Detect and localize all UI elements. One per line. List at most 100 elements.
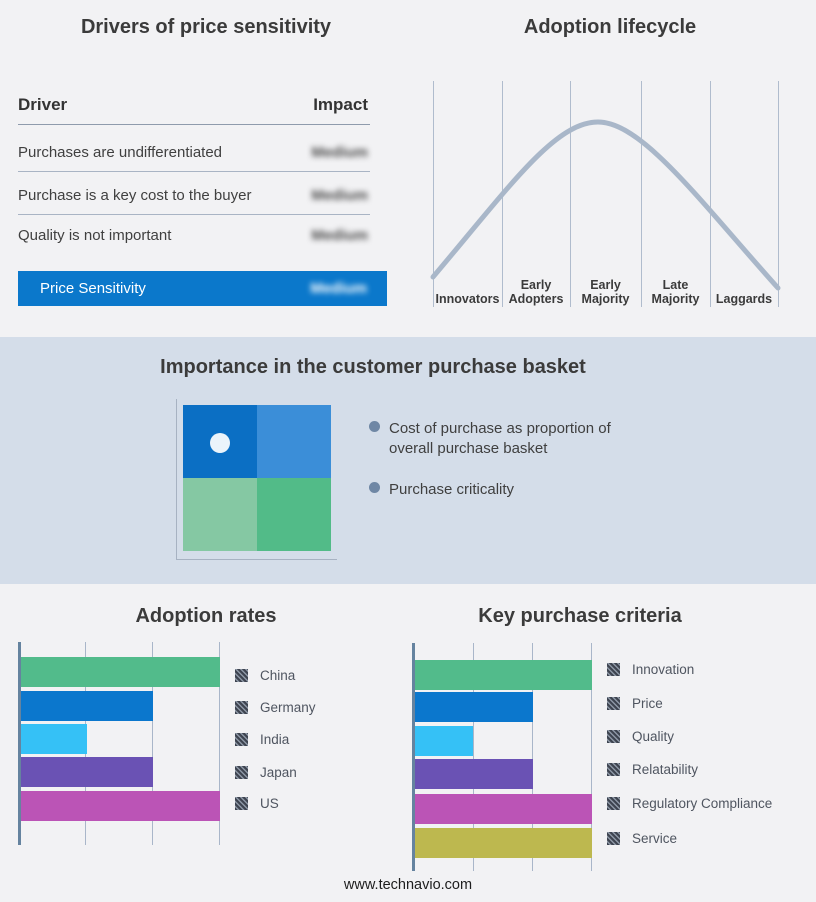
adoption-rates-chart <box>18 642 220 845</box>
legend-item-relatability: Relatability <box>607 761 699 777</box>
driver-cell: Quality is not important <box>18 227 172 244</box>
stage-gridline <box>570 81 571 307</box>
bar-india <box>20 724 87 754</box>
driver-column-header: Driver <box>18 95 68 114</box>
hatch-swatch-icon <box>607 696 620 710</box>
driver-cell: Purchase is a key cost to the buyer <box>18 187 252 204</box>
driver-cell: Purchases are undifferentiated <box>18 144 223 161</box>
stage-label-late-majority: Late Majority <box>651 277 700 307</box>
y-axis <box>412 643 415 871</box>
table-row: Quality is not important Medium <box>18 227 368 244</box>
legend-item-china: China <box>235 667 296 683</box>
key-purchase-criteria-title: Key purchase criteria <box>478 605 682 627</box>
basket-panel-title: Importance in the customer purchase bask… <box>160 356 586 378</box>
stage-label-laggards: Laggards <box>715 292 773 307</box>
stage-label-innovators: Innovators <box>435 292 500 307</box>
adoption-rates-title: Adoption rates <box>135 605 277 627</box>
legend-item-regulatory-compliance: Regulatory Compliance <box>607 795 773 811</box>
legend-label: India <box>260 731 290 747</box>
legend-item-germany: Germany <box>235 699 316 715</box>
gridline <box>591 643 592 871</box>
bar-innovation <box>414 660 592 690</box>
hatch-swatch-icon <box>235 796 248 810</box>
legend-label: Service <box>632 830 678 846</box>
stage-label-early-majority: Early Majority <box>581 277 630 307</box>
gridline <box>152 642 153 845</box>
bell-curve <box>430 119 781 291</box>
table-row: Purchases are undifferentiated Medium <box>18 144 368 161</box>
stage-gridline <box>778 81 779 307</box>
legend-item-service: Service <box>607 830 678 846</box>
legend-item-quality: Quality <box>607 728 675 744</box>
legend-label: Regulatory Compliance <box>632 795 773 811</box>
bar-price <box>414 692 533 722</box>
position-marker-dot <box>210 433 230 453</box>
lifecycle-chart: Innovators Early Adopters Early Majority… <box>410 81 816 307</box>
bar-japan <box>20 757 154 787</box>
bar-service <box>414 828 592 858</box>
legend-item-innovation: Innovation <box>607 661 695 677</box>
bar-china <box>20 657 220 687</box>
key-purchase-criteria-chart <box>412 643 592 871</box>
summary-impact-blurred: Medium <box>310 280 367 297</box>
impact-cell-blurred: Medium <box>311 144 368 161</box>
legend-label: Japan <box>260 764 297 780</box>
stage-label-early-adopters: Early Adopters <box>508 277 564 307</box>
legend-label: Innovation <box>632 661 695 677</box>
summary-label: Price Sensitivity <box>40 280 146 297</box>
drivers-panel-title: Drivers of price sensitivity <box>80 16 332 38</box>
bell-curve-path <box>430 119 781 291</box>
bar-quality <box>414 726 474 756</box>
table-divider <box>18 171 370 172</box>
legend-label: Relatability <box>632 761 699 777</box>
legend-label: Germany <box>260 699 316 715</box>
y-axis <box>18 642 21 845</box>
stage-gridline <box>710 81 711 307</box>
legend-label: Price <box>632 695 663 711</box>
table-divider <box>18 124 370 125</box>
stage-gridline <box>433 81 434 307</box>
quadrant-bottom-left <box>183 478 257 551</box>
impact-column-header: Impact <box>313 95 368 114</box>
legend-item-india: India <box>235 731 290 747</box>
quadrant-top-right <box>257 405 331 478</box>
bullet-item: Purchase criticality <box>389 481 515 498</box>
table-row: Purchase is a key cost to the buyer Medi… <box>18 187 368 204</box>
hatch-swatch-icon <box>607 762 620 776</box>
gridline <box>219 642 220 845</box>
hatch-swatch-icon <box>235 700 248 714</box>
bullet-item: Cost of purchase as proportion of overal… <box>389 420 611 457</box>
legend-item-us: US <box>235 795 279 811</box>
website-url: www.technavio.com <box>343 877 473 893</box>
gridline <box>532 643 533 871</box>
bullet-icon <box>369 482 380 493</box>
lifecycle-panel-title: Adoption lifecycle <box>523 16 697 38</box>
price-sensitivity-summary-row: Price Sensitivity Medium <box>18 271 387 306</box>
hatch-swatch-icon <box>235 732 248 746</box>
quadrant-bottom-right <box>257 478 331 551</box>
table-divider <box>18 214 370 215</box>
hatch-swatch-icon <box>607 796 620 810</box>
legend-label: China <box>260 667 296 683</box>
quadrant-chart <box>183 405 331 551</box>
impact-cell-blurred: Medium <box>311 227 368 244</box>
legend-label: Quality <box>632 728 675 744</box>
impact-cell-blurred: Medium <box>311 187 368 204</box>
bar-relatability <box>414 759 533 789</box>
bullet-icon <box>369 421 380 432</box>
gridline <box>473 643 474 871</box>
legend-item-price: Price <box>607 695 663 711</box>
legend-item-japan: Japan <box>235 764 297 780</box>
bar-us <box>20 791 220 821</box>
hatch-swatch-icon <box>607 831 620 845</box>
legend-label: US <box>260 795 279 811</box>
bar-regulatory-compliance <box>414 794 592 824</box>
hatch-swatch-icon <box>607 662 620 676</box>
drivers-table-header: Driver Impact <box>18 95 368 115</box>
purchase-basket-band <box>0 337 816 584</box>
hatch-swatch-icon <box>235 668 248 682</box>
bar-germany <box>20 691 154 721</box>
hatch-swatch-icon <box>607 729 620 743</box>
stage-gridline <box>641 81 642 307</box>
